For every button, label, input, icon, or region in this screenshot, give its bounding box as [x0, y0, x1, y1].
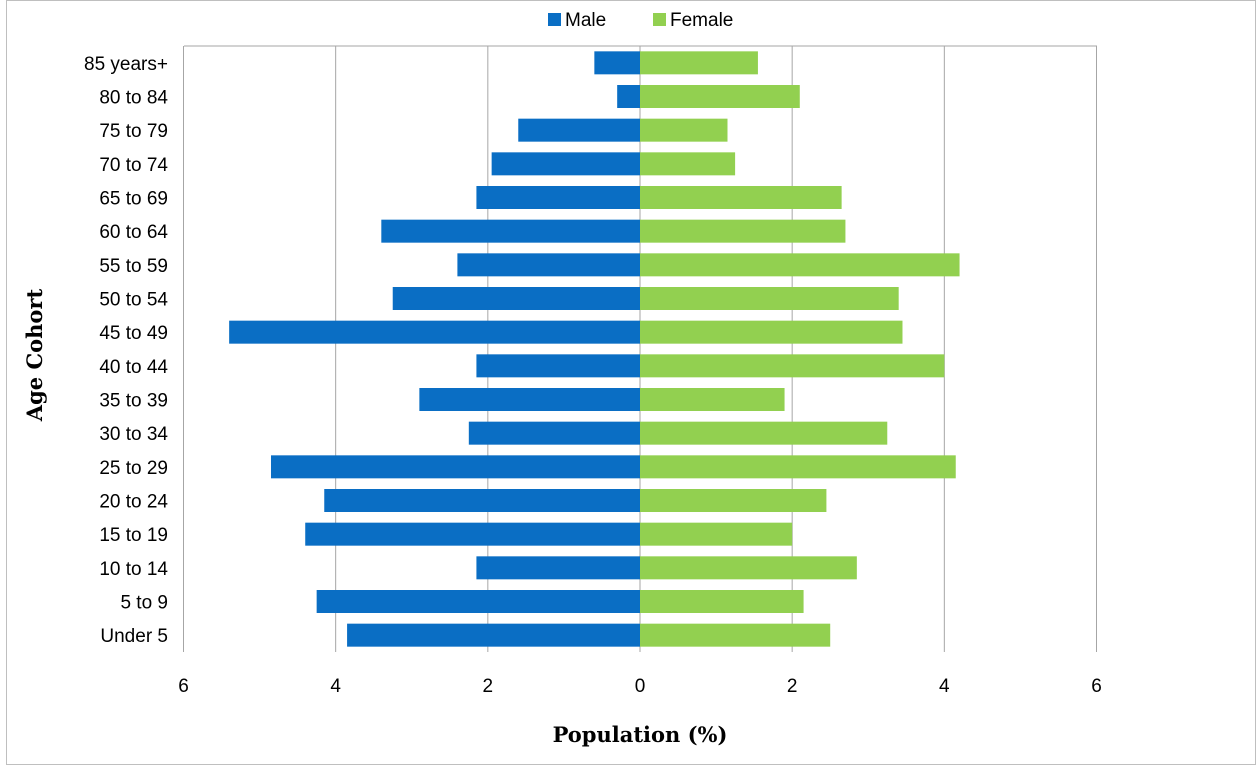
bar-male-75-to-79: [518, 118, 640, 142]
bar-male-55-to-59: [457, 253, 640, 277]
bar-female-35-to-39: [640, 388, 785, 411]
x-tick-label: 0: [635, 676, 646, 697]
bar-female-50-to-54: [640, 287, 899, 310]
x-tick-label: 4: [330, 676, 341, 697]
bar-male-30-to-34: [468, 421, 640, 445]
x-tick-label: 2: [787, 676, 798, 697]
x-axis-title: Population (%): [553, 722, 728, 747]
bar-male-35-to-39: [419, 388, 640, 411]
y-tick-label: 60 to 64: [99, 222, 168, 243]
legend-label-female: Female: [670, 10, 733, 31]
bar-male-under-5: [347, 623, 640, 647]
bar-male-40-to-44: [476, 354, 640, 378]
bar-female-75-to-79: [640, 118, 728, 142]
bar-male-45-to-49: [229, 320, 640, 344]
bar-female-70-to-74: [640, 152, 736, 176]
bar-female-25-to-29: [640, 455, 956, 479]
legend-swatch-male: [548, 13, 561, 26]
bar-female-15-to-19: [640, 522, 793, 546]
bar-male-25-to-29: [270, 455, 640, 479]
bar-male-10-to-14: [476, 556, 640, 580]
legend: Male Female: [548, 10, 733, 31]
y-tick-label: 15 to 19: [99, 525, 168, 546]
y-tick-label: 50 to 54: [99, 290, 168, 311]
bar-female-85-years: [640, 51, 758, 75]
y-tick-label: 20 to 24: [99, 492, 168, 513]
y-axis-title: Age Cohort: [22, 289, 47, 423]
bar-male-85-years: [594, 51, 640, 75]
y-tick-label: 65 to 69: [99, 189, 168, 210]
bar-female-5-to-9: [640, 590, 804, 613]
x-tick-label: 4: [939, 676, 950, 697]
bar-male-65-to-69: [476, 186, 640, 209]
legend-label-male: Male: [565, 10, 606, 31]
y-tick-label: 55 to 59: [99, 256, 168, 277]
bar-female-60-to-64: [640, 219, 846, 243]
bar-male-15-to-19: [305, 522, 640, 546]
bars: [229, 51, 960, 647]
y-tick-label: 35 to 39: [99, 391, 168, 412]
bar-male-60-to-64: [381, 219, 640, 243]
y-tick-label: Under 5: [100, 626, 168, 647]
bar-male-70-to-74: [491, 152, 640, 176]
legend-swatch-female: [653, 13, 666, 26]
grid-lines: [183, 45, 1097, 652]
y-tick-label: 70 to 74: [99, 155, 168, 176]
bar-female-10-to-14: [640, 556, 857, 580]
x-tick-labels: 6 4 2 0 2 4 6: [178, 676, 1102, 697]
y-tick-label: 5 to 9: [120, 593, 168, 614]
bar-female-65-to-69: [640, 186, 842, 209]
bar-female-under-5: [640, 623, 831, 647]
y-tick-label: 80 to 84: [99, 88, 168, 109]
bar-female-30-to-34: [640, 421, 888, 445]
y-tick-labels: 85 years+ 80 to 84 75 to 79 70 to 74 65 to 6…: [84, 54, 168, 647]
bar-male-5-to-9: [316, 590, 640, 613]
y-tick-label: 40 to 44: [99, 357, 168, 378]
y-tick-label: 30 to 34: [99, 424, 168, 445]
bar-male-50-to-54: [392, 287, 640, 310]
x-tick-label: 2: [483, 676, 494, 697]
y-tick-label: 75 to 79: [99, 121, 168, 142]
x-tick-label: 6: [178, 676, 189, 697]
x-tick-label: 6: [1091, 676, 1102, 697]
bar-female-80-to-84: [640, 85, 800, 108]
y-tick-label: 85 years+: [84, 54, 168, 75]
bar-female-20-to-24: [640, 489, 827, 512]
y-tick-label: 10 to 14: [99, 559, 168, 580]
bar-female-40-to-44: [640, 354, 945, 378]
bar-female-55-to-59: [640, 253, 960, 277]
bar-male-20-to-24: [324, 489, 640, 512]
bar-male-80-to-84: [617, 85, 640, 108]
y-tick-label: 25 to 29: [99, 458, 168, 479]
bar-female-45-to-49: [640, 320, 903, 344]
y-tick-label: 45 to 49: [99, 323, 168, 344]
